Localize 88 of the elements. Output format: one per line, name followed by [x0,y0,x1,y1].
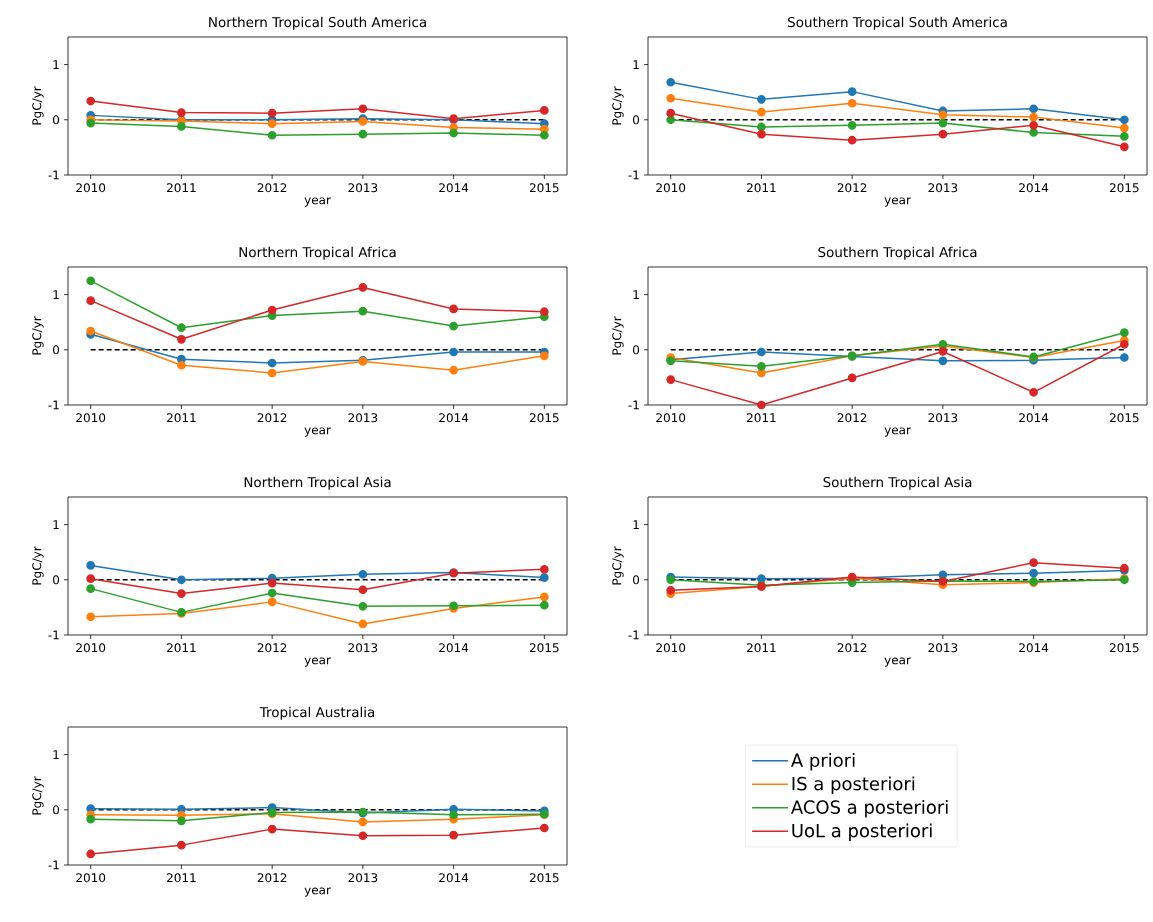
x-tick-label: 2010 [76,643,106,653]
y-axis-title: PgC/yr [32,86,44,125]
x-tick-label: 2012 [837,643,867,653]
y-tick-label: -1 [628,400,639,410]
chart-title: Tropical Australia [259,706,375,720]
x-tick-label: 2012 [257,413,287,423]
x-tick-label: 2013 [928,643,958,653]
x-tick-label: 2012 [257,873,287,883]
x-tick-label: 2011 [747,183,776,193]
y-tick-label: 0 [633,345,640,355]
x-tick-label: 2013 [348,183,378,193]
y-tick-label: 1 [633,290,639,299]
x-tick-label: 2013 [928,413,958,423]
y-tick-label: 0 [53,575,60,585]
x-axis-title: year [884,197,911,207]
y-tick-label: -1 [48,170,59,180]
chart-title: Southern Tropical Asia [823,476,972,490]
x-tick-label: 2010 [76,183,106,193]
x-tick-label: 2014 [439,873,469,883]
x-tick-label: 2014 [1019,413,1049,423]
x-tick-label: 2015 [1109,413,1139,423]
x-tick-label: 2015 [529,873,559,883]
y-tick-label: 0 [53,115,60,125]
x-axis-title: year [304,427,331,437]
y-tick-label: -1 [48,860,59,870]
x-tick-label: 2015 [529,413,559,423]
x-tick-label: 2015 [1109,183,1139,193]
y-axis-title: PgC/yr [32,546,44,585]
x-tick-label: 2010 [656,643,686,653]
x-tick-label: 2013 [348,413,378,423]
x-tick-label: 2011 [167,413,196,423]
x-tick-label: 2010 [656,413,686,423]
chart-title: Southern Tropical Africa [818,246,977,260]
y-tick-label: 1 [53,520,59,529]
x-tick-label: 2013 [928,183,958,193]
y-tick-label: -1 [48,400,59,410]
x-tick-label: 2014 [439,643,469,653]
y-tick-label: -1 [628,170,639,180]
x-tick-label: 2014 [1019,183,1049,193]
x-tick-label: 2010 [656,183,686,193]
x-tick-label: 2012 [257,643,287,653]
y-tick-label: -1 [48,630,59,640]
x-tick-label: 2015 [529,643,559,653]
y-tick-label: 1 [53,290,59,299]
legend-label: IS a posteriori [792,776,915,794]
y-tick-label: 1 [633,60,639,69]
x-tick-label: 2015 [529,183,559,193]
x-tick-label: 2014 [1019,643,1049,653]
x-tick-label: 2011 [167,183,196,193]
chart-title: Southern Tropical South America [788,16,1007,30]
x-tick-label: 2010 [76,873,106,883]
y-tick-label: 0 [53,345,60,355]
y-tick-label: 1 [53,60,59,69]
x-axis-title: year [304,197,331,207]
y-axis-title: PgC/yr [612,546,624,585]
y-axis-title: PgC/yr [612,316,624,355]
chart-title: Northern Tropical Asia [244,476,391,490]
x-tick-label: 2011 [167,873,196,883]
legend-label: ACOS a posteriori [790,800,948,818]
x-tick-label: 2012 [837,413,867,423]
x-tick-label: 2010 [76,413,106,423]
y-axis-title: PgC/yr [32,316,44,355]
x-tick-label: 2011 [747,643,776,653]
y-tick-label: 0 [633,115,640,125]
y-axis-title: PgC/yr [32,776,44,815]
x-axis-title: year [304,657,331,667]
x-tick-label: 2012 [837,183,867,193]
x-axis-title: year [884,657,911,667]
x-tick-label: 2013 [348,873,378,883]
x-tick-label: 2015 [1109,643,1139,653]
chart-title: Northern Tropical Africa [239,246,396,260]
x-tick-label: 2013 [348,643,378,653]
legend-label: A priori [790,753,855,771]
x-tick-label: 2014 [439,183,469,193]
y-tick-label: 1 [53,750,59,759]
y-tick-label: 0 [53,805,60,815]
x-axis-title: year [304,887,331,897]
y-tick-label: -1 [628,630,639,640]
x-tick-label: 2011 [747,413,776,423]
x-tick-label: 2014 [439,413,469,423]
y-tick-label: 1 [633,520,639,529]
x-axis-title: year [884,427,911,437]
x-tick-label: 2012 [257,183,287,193]
y-tick-label: 0 [633,575,640,585]
x-tick-label: 2011 [167,643,196,653]
y-axis-title: PgC/yr [612,86,624,125]
chart-title: Northern Tropical South America [209,16,426,30]
legend-label: UoL a posteriori [792,823,932,841]
